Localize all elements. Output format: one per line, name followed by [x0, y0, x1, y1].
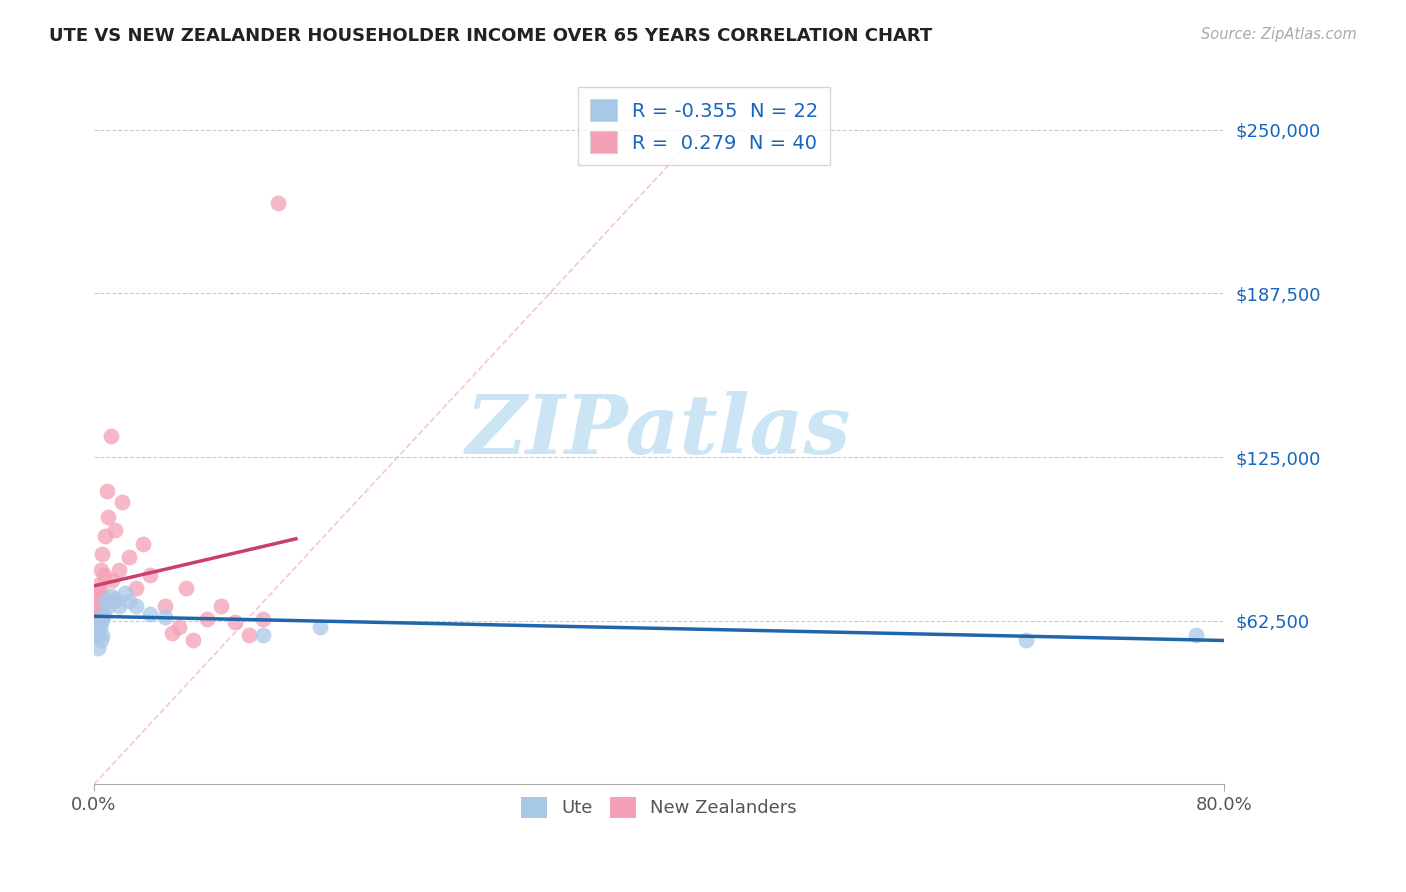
Point	[100, 589, 122, 603]
Point	[153, 599, 176, 614]
Point	[108, 563, 131, 577]
Point	[91, 547, 114, 561]
Point	[89, 589, 111, 603]
Point	[97, 594, 120, 608]
Point	[118, 549, 141, 564]
Point	[103, 594, 125, 608]
Point	[153, 610, 176, 624]
Point	[132, 536, 155, 550]
Point	[111, 494, 134, 508]
Point	[89, 620, 111, 634]
Point	[1185, 628, 1208, 642]
Point	[89, 607, 111, 622]
Point	[94, 529, 117, 543]
Point	[96, 484, 118, 499]
Point	[195, 612, 218, 626]
Point	[91, 628, 114, 642]
Point	[84, 612, 107, 626]
Point	[86, 589, 108, 603]
Point	[118, 594, 141, 608]
Point	[139, 607, 162, 622]
Point	[181, 633, 204, 648]
Text: UTE VS NEW ZEALANDER HOUSEHOLDER INCOME OVER 65 YEARS CORRELATION CHART: UTE VS NEW ZEALANDER HOUSEHOLDER INCOME …	[49, 27, 932, 45]
Point	[104, 524, 127, 538]
Legend: Ute, New Zealanders: Ute, New Zealanders	[515, 789, 804, 825]
Point	[87, 615, 110, 629]
Point	[91, 612, 114, 626]
Point	[84, 628, 107, 642]
Point	[309, 620, 332, 634]
Point	[87, 641, 110, 656]
Point	[90, 583, 112, 598]
Point	[224, 615, 246, 629]
Point	[86, 625, 108, 640]
Point	[1015, 633, 1038, 648]
Point	[238, 628, 260, 642]
Point	[100, 429, 122, 443]
Point	[174, 581, 197, 595]
Point	[167, 620, 190, 634]
Point	[266, 196, 288, 211]
Point	[97, 510, 120, 524]
Point	[87, 594, 110, 608]
Point	[97, 599, 120, 614]
Point	[108, 599, 131, 614]
Point	[209, 599, 232, 614]
Point	[93, 568, 115, 582]
Point	[125, 599, 148, 614]
Point	[91, 612, 114, 626]
Point	[114, 586, 136, 600]
Point	[90, 633, 112, 648]
Text: ZIPatlas: ZIPatlas	[467, 391, 852, 471]
Point	[90, 563, 112, 577]
Point	[160, 625, 183, 640]
Point	[87, 578, 110, 592]
Point	[104, 591, 127, 606]
Point	[252, 628, 274, 642]
Point	[90, 615, 112, 629]
Point	[86, 599, 108, 614]
Point	[93, 607, 115, 622]
Point	[125, 581, 148, 595]
Point	[94, 594, 117, 608]
Point	[252, 612, 274, 626]
Text: Source: ZipAtlas.com: Source: ZipAtlas.com	[1201, 27, 1357, 42]
Point	[139, 568, 162, 582]
Point	[101, 573, 124, 587]
Point	[90, 605, 112, 619]
